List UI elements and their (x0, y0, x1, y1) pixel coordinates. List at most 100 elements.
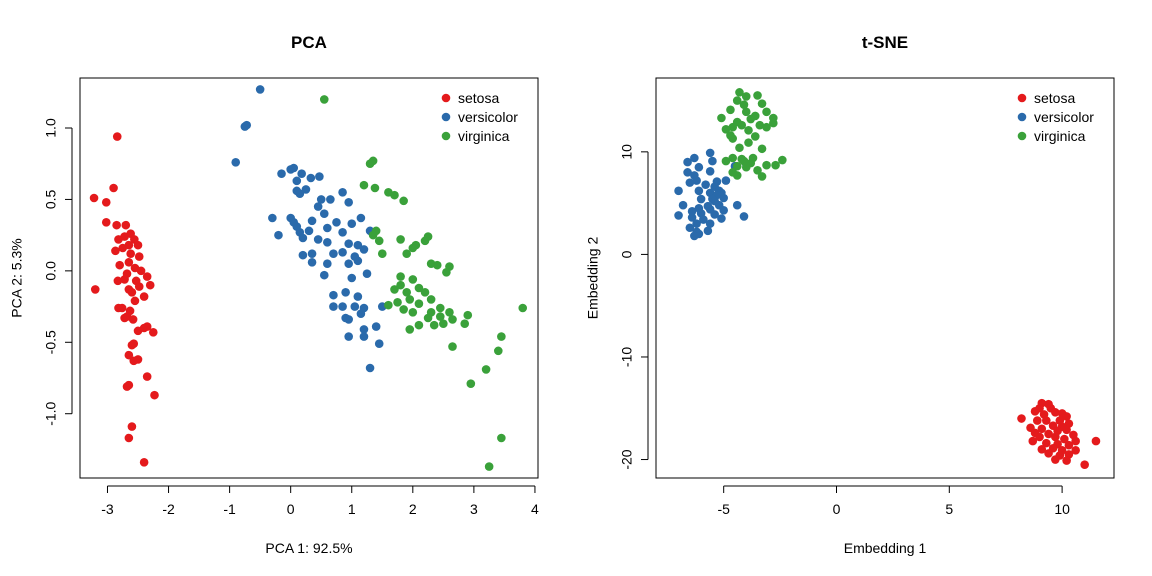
data-point-setosa (148, 327, 158, 337)
data-point-versicolor (692, 176, 701, 185)
x-axis-label: PCA 1: 92.5% (265, 540, 352, 556)
data-point-versicolor (329, 249, 338, 259)
data-point-virginica (757, 99, 767, 108)
y-tick-label: -1.0 (43, 401, 59, 425)
data-point-versicolor (332, 217, 341, 227)
data-point-setosa (142, 272, 152, 281)
data-point-virginica (762, 122, 771, 132)
y-tick-label: 10 (619, 144, 635, 160)
data-point-virginica (402, 287, 412, 297)
data-point-versicolor (721, 176, 731, 185)
data-point-setosa (1060, 434, 1069, 444)
data-point-virginica (732, 161, 742, 171)
legend-label-virginica: virginica (458, 128, 510, 144)
data-point-virginica (728, 122, 738, 132)
data-point-setosa (1071, 446, 1080, 455)
plot-frame (79, 77, 539, 479)
data-point-setosa (134, 282, 144, 291)
data-point-setosa (1071, 436, 1080, 446)
data-point-virginica (414, 283, 424, 293)
data-point-virginica (739, 100, 749, 109)
data-point-virginica (757, 172, 767, 181)
legend-marker-virginica (1017, 131, 1027, 141)
data-point-virginica (762, 107, 771, 117)
data-point-setosa (101, 197, 111, 207)
data-point-versicolor (319, 209, 329, 219)
x-tick-label: 2 (409, 501, 417, 517)
data-point-versicolor (338, 247, 347, 257)
data-point-versicolor (316, 195, 326, 204)
legend-label-versicolor: versicolor (458, 109, 518, 125)
data-point-setosa (1062, 425, 1071, 435)
legend-label-setosa: setosa (458, 90, 499, 106)
data-point-virginica (448, 315, 457, 324)
data-point-virginica (408, 275, 418, 284)
data-point-versicolor (344, 197, 353, 207)
data-point-virginica (402, 249, 412, 259)
data-point-virginica (778, 155, 787, 165)
y-tick-label: 0.5 (43, 189, 59, 209)
data-point-versicolor (359, 245, 369, 254)
data-point-setosa (136, 266, 146, 276)
data-point-virginica (739, 156, 749, 166)
data-point-versicolor (365, 363, 375, 373)
data-point-virginica (435, 312, 445, 321)
data-point-virginica (319, 95, 329, 104)
tsne-plot: t-SNE -5 0 5 10 Embedding 1 -20 -10 0 10 Embedding… (585, 33, 1115, 556)
data-point-setosa (133, 326, 143, 336)
data-point-versicolor (344, 315, 353, 324)
data-point-versicolor (295, 189, 305, 199)
y-tick-label: -20 (619, 449, 635, 469)
data-point-setosa (126, 249, 135, 259)
data-point-versicolor (315, 172, 324, 181)
data-point-setosa (124, 257, 134, 267)
x-axis-label: Embedding 1 (844, 540, 927, 556)
data-point-virginica (396, 280, 405, 290)
data-point-virginica (735, 88, 744, 97)
data-point-virginica (744, 126, 753, 135)
data-point-versicolor (326, 195, 335, 204)
data-point-versicolor (710, 210, 719, 219)
data-point-virginica (732, 96, 742, 105)
data-point-versicolor (719, 193, 728, 203)
data-point-setosa (142, 372, 152, 381)
data-point-setosa (1030, 407, 1040, 416)
chart-title: PCA (291, 33, 327, 52)
data-point-setosa (129, 356, 139, 366)
data-point-virginica (769, 118, 778, 128)
data-point-virginica (408, 243, 418, 253)
data-point-virginica (420, 287, 430, 297)
data-point-versicolor (719, 206, 728, 215)
y-axis-label: PCA 2: 5.3% (9, 238, 25, 317)
data-point-virginica (753, 166, 762, 175)
data-point-versicolor (274, 230, 283, 240)
data-point-virginica (518, 303, 528, 313)
y-tick-label: -10 (619, 347, 635, 367)
data-point-versicolor (690, 153, 699, 163)
data-point-setosa (1037, 424, 1047, 434)
data-point-versicolor (306, 173, 316, 183)
data-point-versicolor (255, 85, 265, 94)
data-point-setosa (124, 380, 134, 390)
data-point-versicolor (359, 332, 369, 341)
data-point-virginica (448, 342, 457, 351)
data-point-virginica (432, 260, 442, 270)
data-point-versicolor (329, 302, 338, 311)
x-tick-label: 10 (1054, 501, 1070, 517)
data-point-virginica (399, 305, 408, 314)
data-point-setosa (124, 433, 134, 443)
data-point-setosa (139, 292, 149, 301)
data-point-virginica (359, 180, 369, 190)
data-point-virginica (735, 143, 744, 153)
data-point-setosa (112, 132, 122, 141)
x-tick-label: -2 (162, 501, 175, 517)
data-point-virginica (762, 160, 771, 170)
data-point-virginica (497, 332, 506, 341)
data-point-virginica (728, 153, 738, 163)
data-point-versicolor (341, 287, 350, 297)
data-point-versicolor (231, 157, 241, 167)
data-point-versicolor (338, 302, 347, 311)
data-point-versicolor (304, 226, 314, 236)
data-point-versicolor (683, 168, 692, 177)
data-point-virginica (757, 144, 767, 154)
